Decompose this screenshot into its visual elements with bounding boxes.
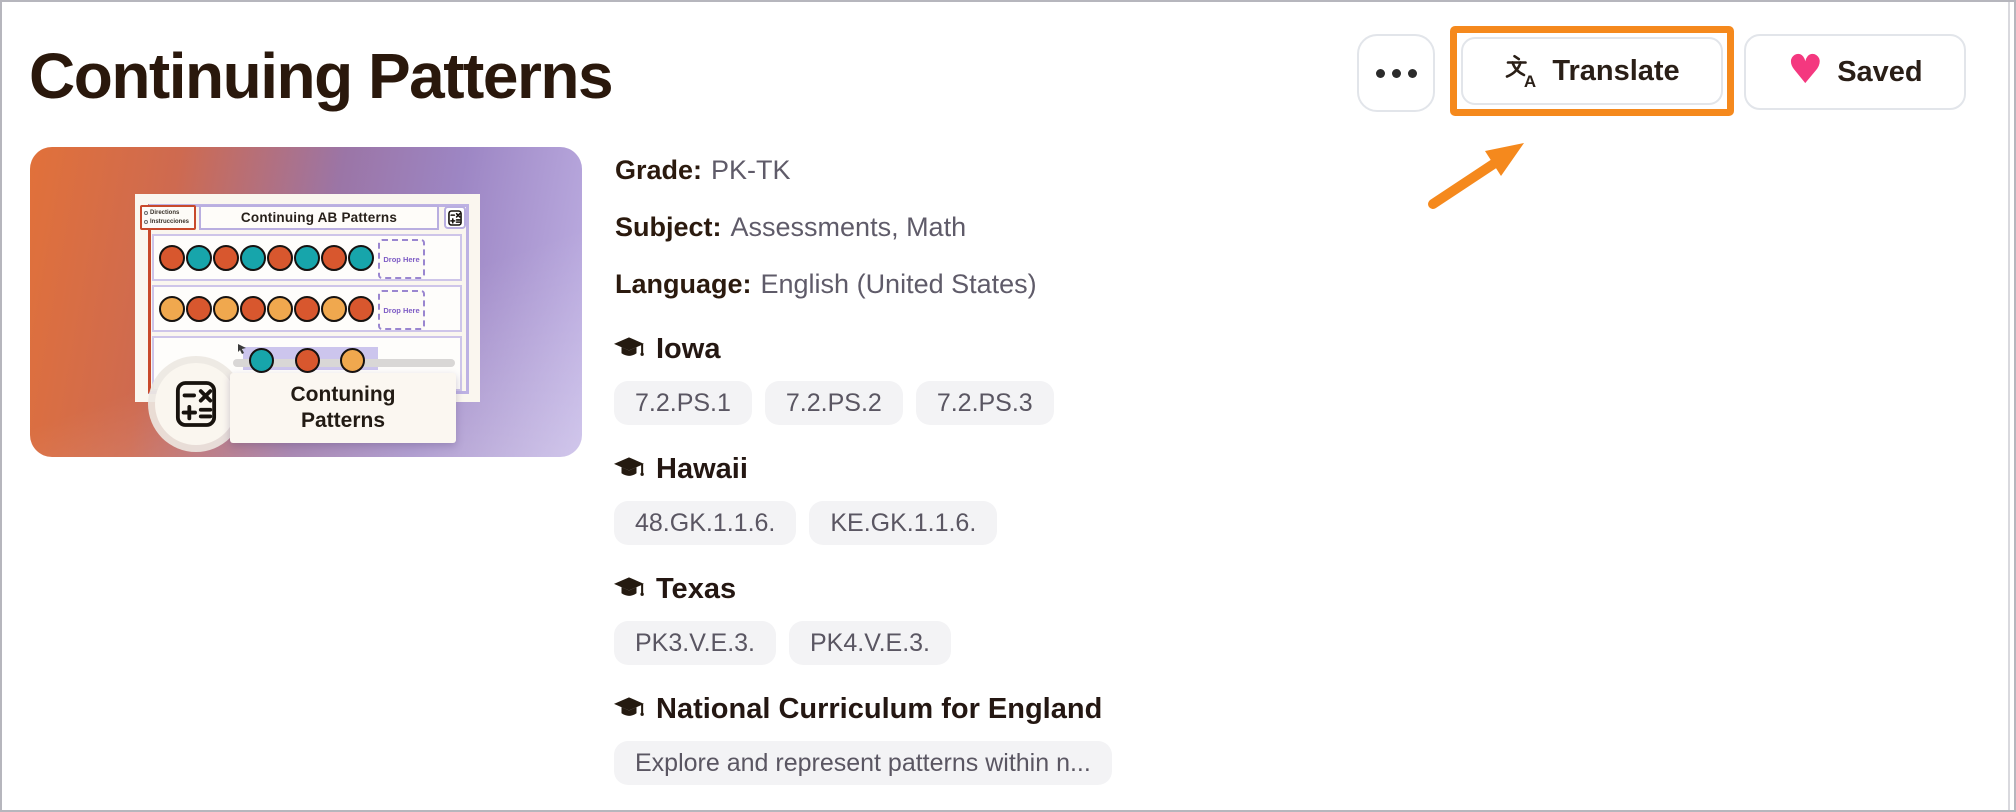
drop-here-label: Drop Here bbox=[383, 305, 420, 315]
translate-button[interactable]: A Translate bbox=[1461, 37, 1723, 105]
dots-icon bbox=[1407, 68, 1417, 78]
pattern-circle bbox=[295, 348, 320, 373]
pattern-circle bbox=[213, 295, 239, 322]
graduation-cap-icon bbox=[614, 456, 644, 476]
standards-region-label: Iowa bbox=[656, 332, 721, 365]
standards-region-label: Hawaii bbox=[656, 452, 748, 485]
pattern-circle bbox=[321, 244, 347, 271]
more-options-button[interactable] bbox=[1357, 34, 1435, 112]
graduation-cap-icon bbox=[614, 576, 644, 596]
directions-label: Directions bbox=[150, 210, 180, 216]
pattern-circle bbox=[267, 295, 293, 322]
pattern-circle bbox=[340, 348, 365, 373]
standard-code-badge: 7.2.PS.1 bbox=[614, 381, 752, 425]
math-badge bbox=[155, 363, 237, 445]
pattern-circle bbox=[159, 295, 185, 322]
resource-thumbnail[interactable]: Directions Instrucciones Continuing AB P… bbox=[30, 147, 582, 457]
standard-code-badge: 48.GK.1.1.6. bbox=[614, 501, 797, 545]
subject-row: Subject: Assessments, Math bbox=[615, 209, 966, 246]
standard-code-badge: PK3.V.E.3. bbox=[614, 621, 776, 665]
language-row: Language: English (United States) bbox=[615, 266, 1037, 303]
pattern-circle bbox=[213, 244, 239, 271]
grade-label: Grade: bbox=[615, 155, 703, 185]
pattern-row: Drop Here bbox=[152, 234, 462, 281]
grade-row: Grade: PK-TK bbox=[615, 152, 791, 189]
standard-code-badge: 7.2.PS.3 bbox=[915, 381, 1054, 425]
translate-highlight-box: A Translate bbox=[1450, 26, 1734, 116]
standards-section: Iowa 7.2.PS.1 7.2.PS.2 7.2.PS.3 bbox=[614, 332, 1054, 425]
calculator-icon bbox=[175, 381, 217, 427]
translate-button-label: Translate bbox=[1552, 54, 1680, 87]
language-value: English (United States) bbox=[760, 269, 1037, 299]
standards-section: Hawaii 48.GK.1.1.6. KE.GK.1.1.6. bbox=[614, 452, 998, 545]
pattern-circle bbox=[249, 348, 274, 373]
standard-code-badge: KE.GK.1.1.6. bbox=[809, 501, 998, 545]
drop-target: Drop Here bbox=[378, 239, 425, 279]
saved-button[interactable]: ♥ Saved bbox=[1744, 34, 1966, 110]
pattern-circle bbox=[240, 244, 266, 271]
pattern-circle bbox=[267, 244, 293, 271]
pattern-row: Drop Here bbox=[152, 285, 462, 332]
drop-target: Drop Here bbox=[378, 290, 425, 330]
slide-title-box: Continuing AB Patterns bbox=[199, 205, 439, 230]
thumbnail-title-card: Contuning Patterns bbox=[230, 373, 456, 443]
dots-icon bbox=[1375, 68, 1385, 78]
pattern-circle bbox=[348, 244, 374, 271]
language-label: Language: bbox=[615, 269, 752, 299]
pattern-row-1-circles bbox=[159, 244, 374, 271]
pattern-circle bbox=[159, 244, 185, 271]
translate-icon: A bbox=[1506, 54, 1536, 89]
standards-section: Texas PK3.V.E.3. PK4.V.E.3. bbox=[614, 572, 951, 665]
cursor-icon bbox=[238, 344, 246, 354]
graduation-cap-icon bbox=[614, 336, 644, 356]
pattern-circle bbox=[186, 244, 212, 271]
directions-box: Directions Instrucciones bbox=[140, 205, 196, 230]
pattern-circle bbox=[294, 244, 320, 271]
subject-value: Assessments, Math bbox=[730, 212, 967, 242]
dots-icon bbox=[1391, 68, 1401, 78]
grade-value: PK-TK bbox=[711, 155, 791, 185]
standard-code-badge: Explore and represent patterns within n.… bbox=[614, 741, 1112, 785]
pattern-circle bbox=[240, 295, 266, 322]
heart-icon: ♥ bbox=[1787, 47, 1824, 93]
radio-icon bbox=[144, 220, 148, 224]
standard-code-badge: 7.2.PS.2 bbox=[764, 381, 903, 425]
thumbnail-title-line: Patterns bbox=[300, 409, 386, 432]
pattern-circle bbox=[294, 295, 320, 322]
saved-button-label: Saved bbox=[1837, 55, 1923, 88]
standards-region-label: Texas bbox=[656, 572, 737, 605]
thumbnail-title-line: Contuning bbox=[290, 382, 396, 406]
graduation-cap-icon bbox=[614, 696, 644, 716]
standards-region-label: National Curriculum for England bbox=[656, 692, 1103, 725]
instrucciones-label: Instrucciones bbox=[150, 219, 190, 225]
subject-label: Subject: bbox=[615, 212, 722, 242]
annotation-arrow-icon bbox=[1428, 143, 1524, 209]
pattern-circle bbox=[186, 295, 212, 322]
standard-code-badge: PK4.V.E.3. bbox=[789, 621, 951, 665]
page-title: Continuing Patterns bbox=[29, 40, 614, 112]
drop-here-label: Drop Here bbox=[383, 254, 420, 264]
pattern-row-2-circles bbox=[159, 295, 374, 322]
calculator-icon-small bbox=[444, 206, 466, 229]
radio-icon bbox=[144, 211, 148, 215]
pattern-circle bbox=[321, 295, 347, 322]
scrollbar-track[interactable] bbox=[2008, 2, 2010, 810]
standards-section: National Curriculum for England Explore a… bbox=[614, 692, 1112, 785]
slide-title: Continuing AB Patterns bbox=[240, 210, 398, 225]
svg-text:A: A bbox=[1524, 72, 1536, 89]
pattern-circle bbox=[348, 295, 374, 322]
